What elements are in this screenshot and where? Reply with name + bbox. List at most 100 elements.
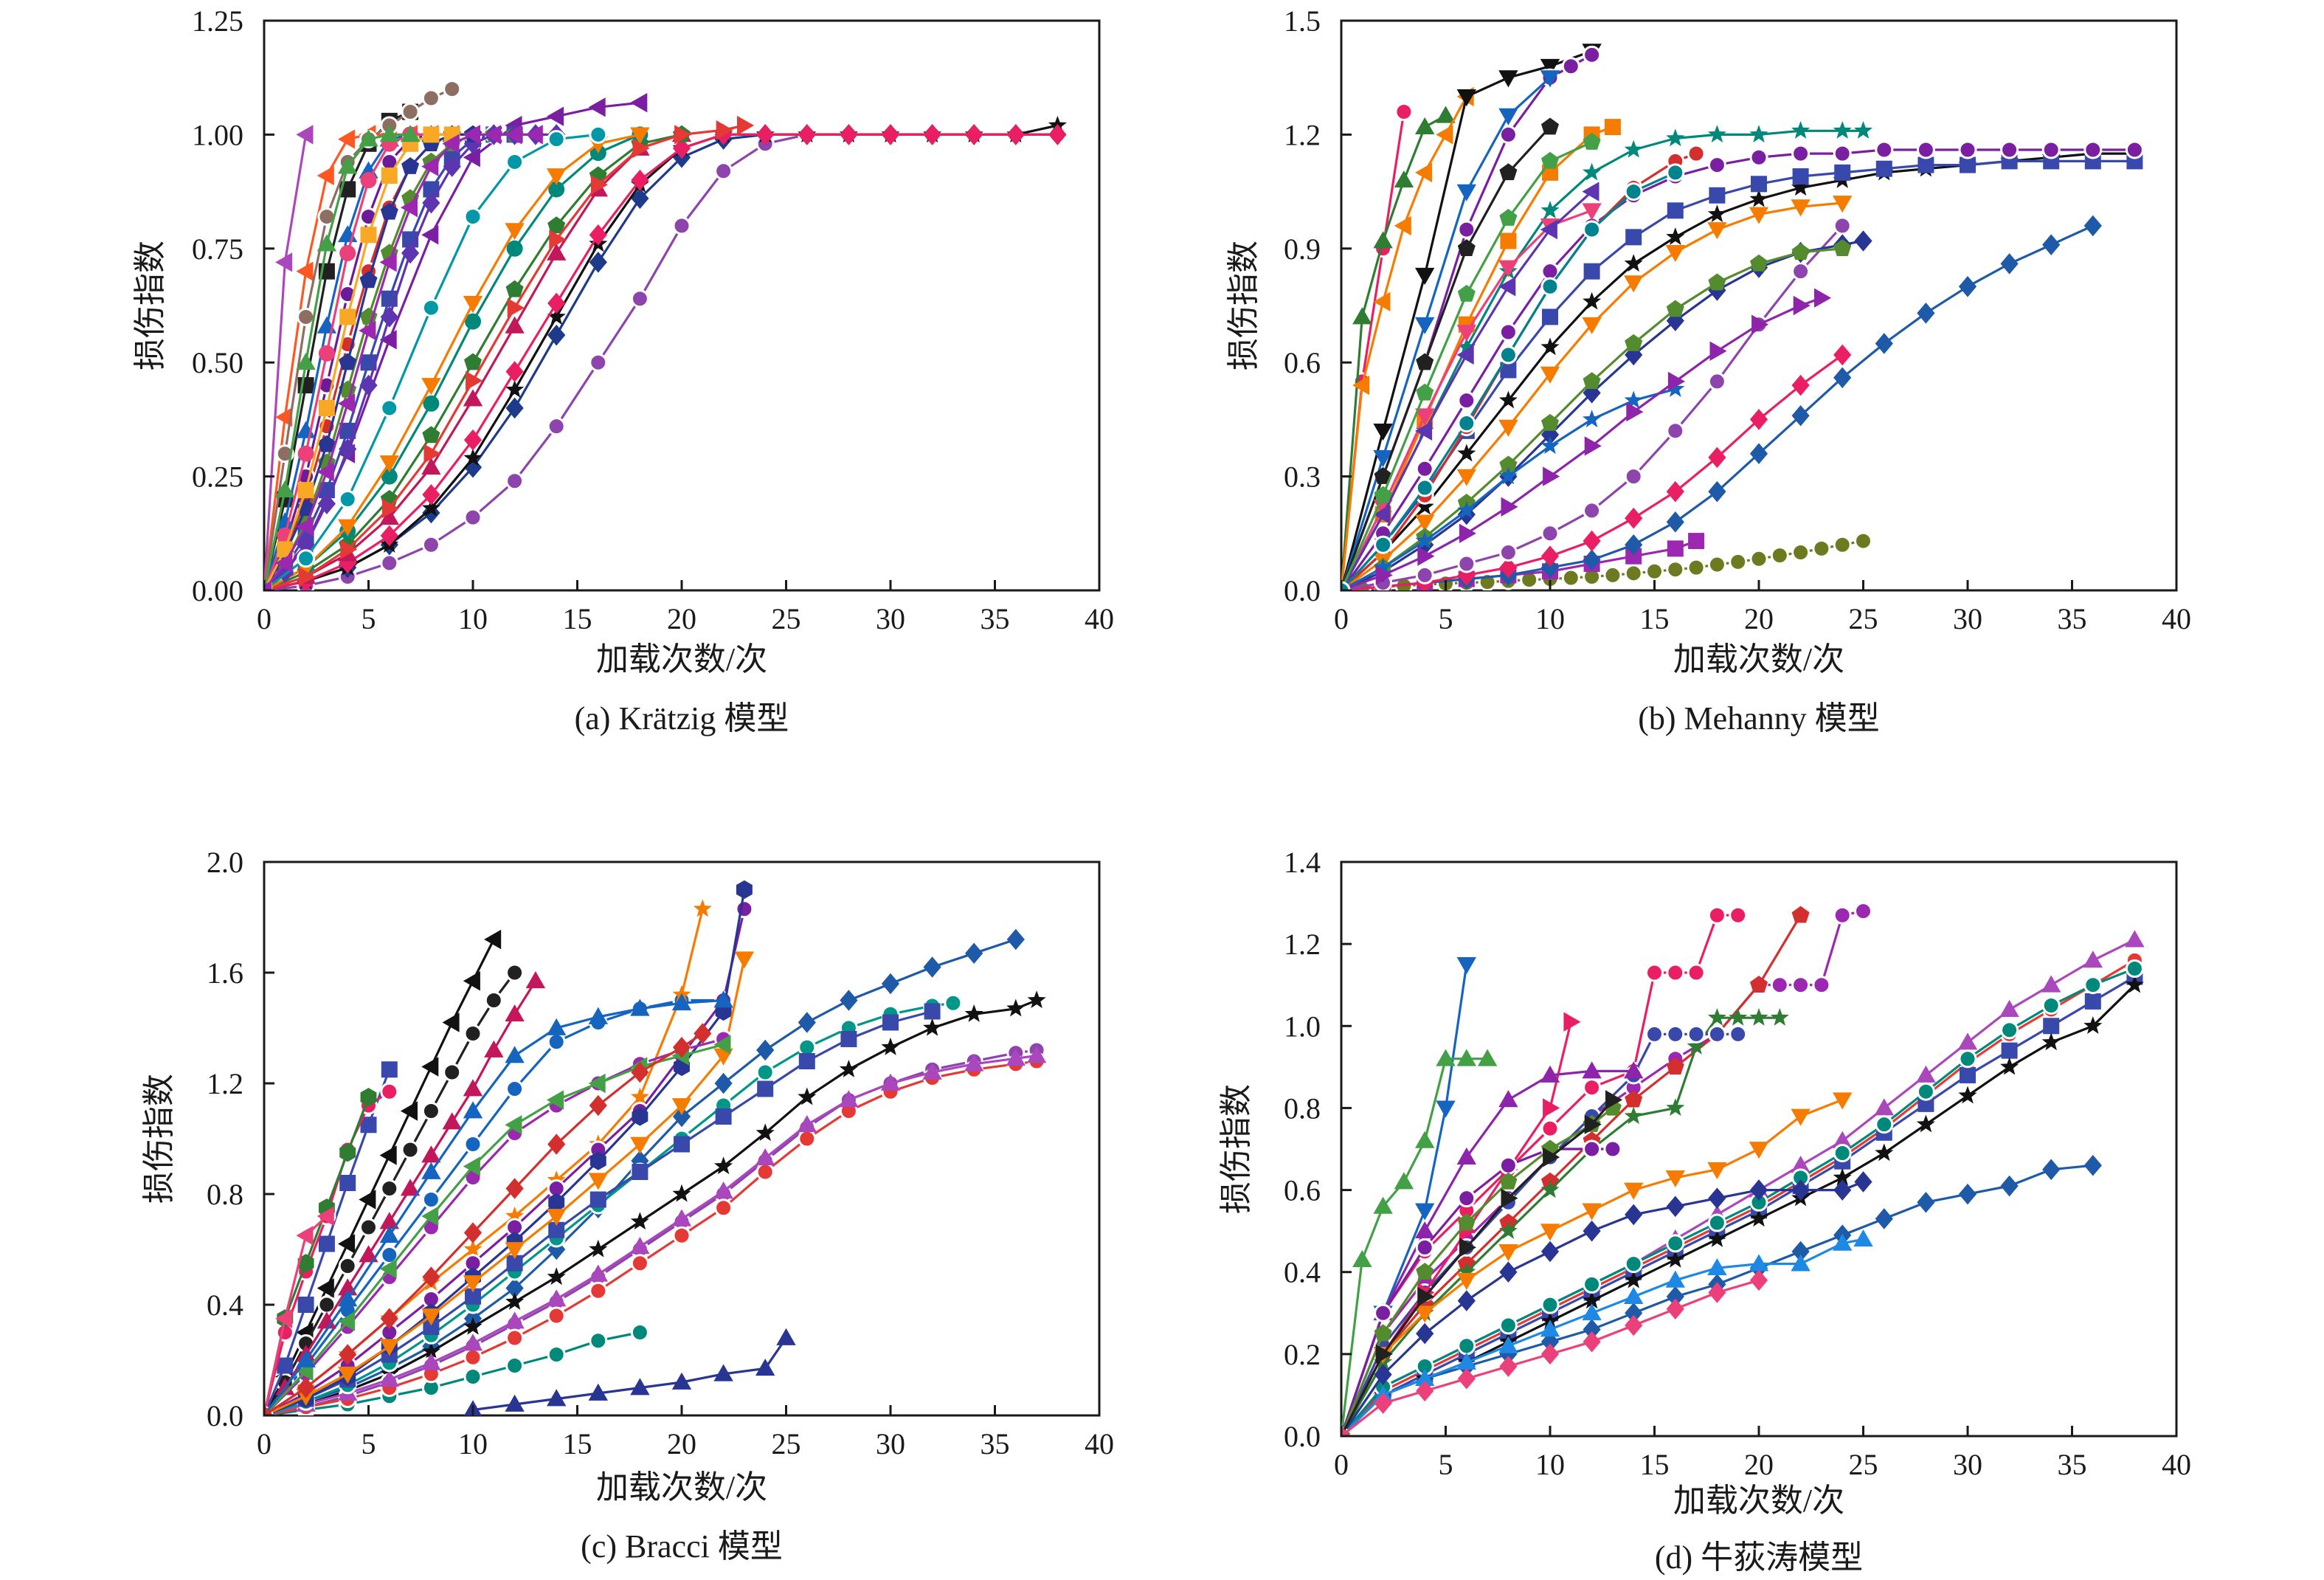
data-point: [1707, 1213, 1726, 1232]
data-point: [507, 297, 525, 318]
data-point: [505, 1292, 525, 1310]
x-tick-label: 20: [667, 1427, 696, 1460]
data-point: [359, 374, 378, 396]
data-point: [421, 89, 440, 108]
data-point: [1456, 345, 1474, 365]
data-point: [1707, 222, 1727, 240]
data-point: [359, 1190, 376, 1210]
data-point: [1543, 1147, 1560, 1167]
data-point: [505, 1328, 525, 1348]
data-point: [1666, 1298, 1684, 1320]
data-point: [1417, 1286, 1435, 1307]
data-point: [1624, 1255, 1643, 1274]
data-point: [1352, 307, 1372, 325]
data-point: [1625, 1090, 1643, 1108]
data-point: [632, 138, 650, 159]
data-point: [1415, 117, 1435, 135]
data-point: [1666, 421, 1685, 441]
data-point: [1833, 1167, 1852, 1186]
x-axis-title: 加载次数/次: [1673, 641, 1844, 677]
data-point: [1500, 232, 1517, 249]
data-point: [693, 899, 712, 917]
data-point: [465, 313, 481, 330]
data-point: [882, 1014, 899, 1031]
data-point: [1583, 530, 1601, 552]
data-point: [1540, 436, 1560, 455]
data-point: [505, 1046, 525, 1063]
data-point: [381, 498, 399, 519]
x-tick-label: 15: [1640, 602, 1670, 635]
data-point: [421, 298, 440, 317]
data-point: [1707, 905, 1726, 925]
series-24: [264, 126, 460, 590]
data-point: [547, 130, 566, 149]
data-point: [463, 1079, 483, 1097]
data-point: [1791, 905, 1810, 923]
data-point: [484, 125, 502, 145]
series-line: [472, 1337, 787, 1412]
data-point: [1958, 1086, 1977, 1104]
data-point: [1812, 539, 1831, 558]
data-point: [2043, 1018, 2060, 1035]
data-point: [505, 1311, 525, 1329]
data-point: [1749, 1179, 1768, 1201]
data-point: [588, 97, 606, 117]
data-point: [379, 1212, 399, 1229]
data-point: [1666, 963, 1685, 982]
data-point: [1500, 362, 1517, 379]
data-point: [297, 1254, 314, 1273]
data-point: [442, 134, 460, 153]
data-point: [423, 444, 441, 463]
series-line: [1341, 1238, 1864, 1436]
data-point: [360, 227, 377, 244]
data-point: [1707, 1024, 1726, 1043]
data-point: [505, 1277, 524, 1299]
data-point: [505, 280, 524, 297]
data-point: [632, 1164, 649, 1180]
data-point: [631, 169, 649, 191]
data-point: [1749, 1269, 1768, 1291]
data-point: [421, 1145, 441, 1163]
data-point: [588, 1264, 608, 1282]
data-point: [671, 1372, 692, 1390]
data-point: [463, 1275, 483, 1293]
data-point: [1540, 1319, 1560, 1337]
y-tick-label: 0.6: [1284, 1174, 1321, 1207]
data-point: [839, 1060, 858, 1077]
data-point: [630, 1087, 649, 1105]
data-point: [2041, 1032, 2061, 1051]
data-point: [1625, 507, 1643, 529]
data-point: [1582, 1203, 1602, 1221]
series-12: [1341, 86, 1474, 590]
data-point: [275, 407, 293, 427]
data-point: [630, 289, 649, 308]
data-point: [421, 1206, 439, 1227]
data-point: [505, 223, 525, 241]
data-point: [547, 1134, 566, 1155]
data-point: [1625, 534, 1643, 556]
data-point: [547, 1170, 566, 1188]
data-point: [735, 900, 754, 919]
data-point: [881, 973, 900, 995]
data-point: [1958, 1049, 1977, 1069]
data-point: [338, 1366, 358, 1384]
data-point: [422, 426, 440, 444]
data-point: [339, 244, 356, 261]
data-point: [2000, 140, 2019, 159]
data-point: [1477, 1049, 1498, 1066]
data-point: [317, 165, 334, 186]
data-point: [1006, 998, 1026, 1017]
data-point: [631, 1061, 649, 1083]
data-point: [317, 1278, 334, 1298]
data-point: [674, 125, 692, 145]
data-point: [1540, 1224, 1560, 1241]
data-point: [776, 1328, 796, 1345]
data-point: [421, 1102, 440, 1120]
series-19: [1341, 196, 1853, 590]
data-point: [547, 1018, 567, 1035]
data-point: [1540, 1295, 1560, 1314]
data-point: [798, 1012, 816, 1033]
data-point: [1917, 156, 1934, 173]
data-point: [1833, 144, 1852, 163]
series-18: [264, 1061, 398, 1415]
